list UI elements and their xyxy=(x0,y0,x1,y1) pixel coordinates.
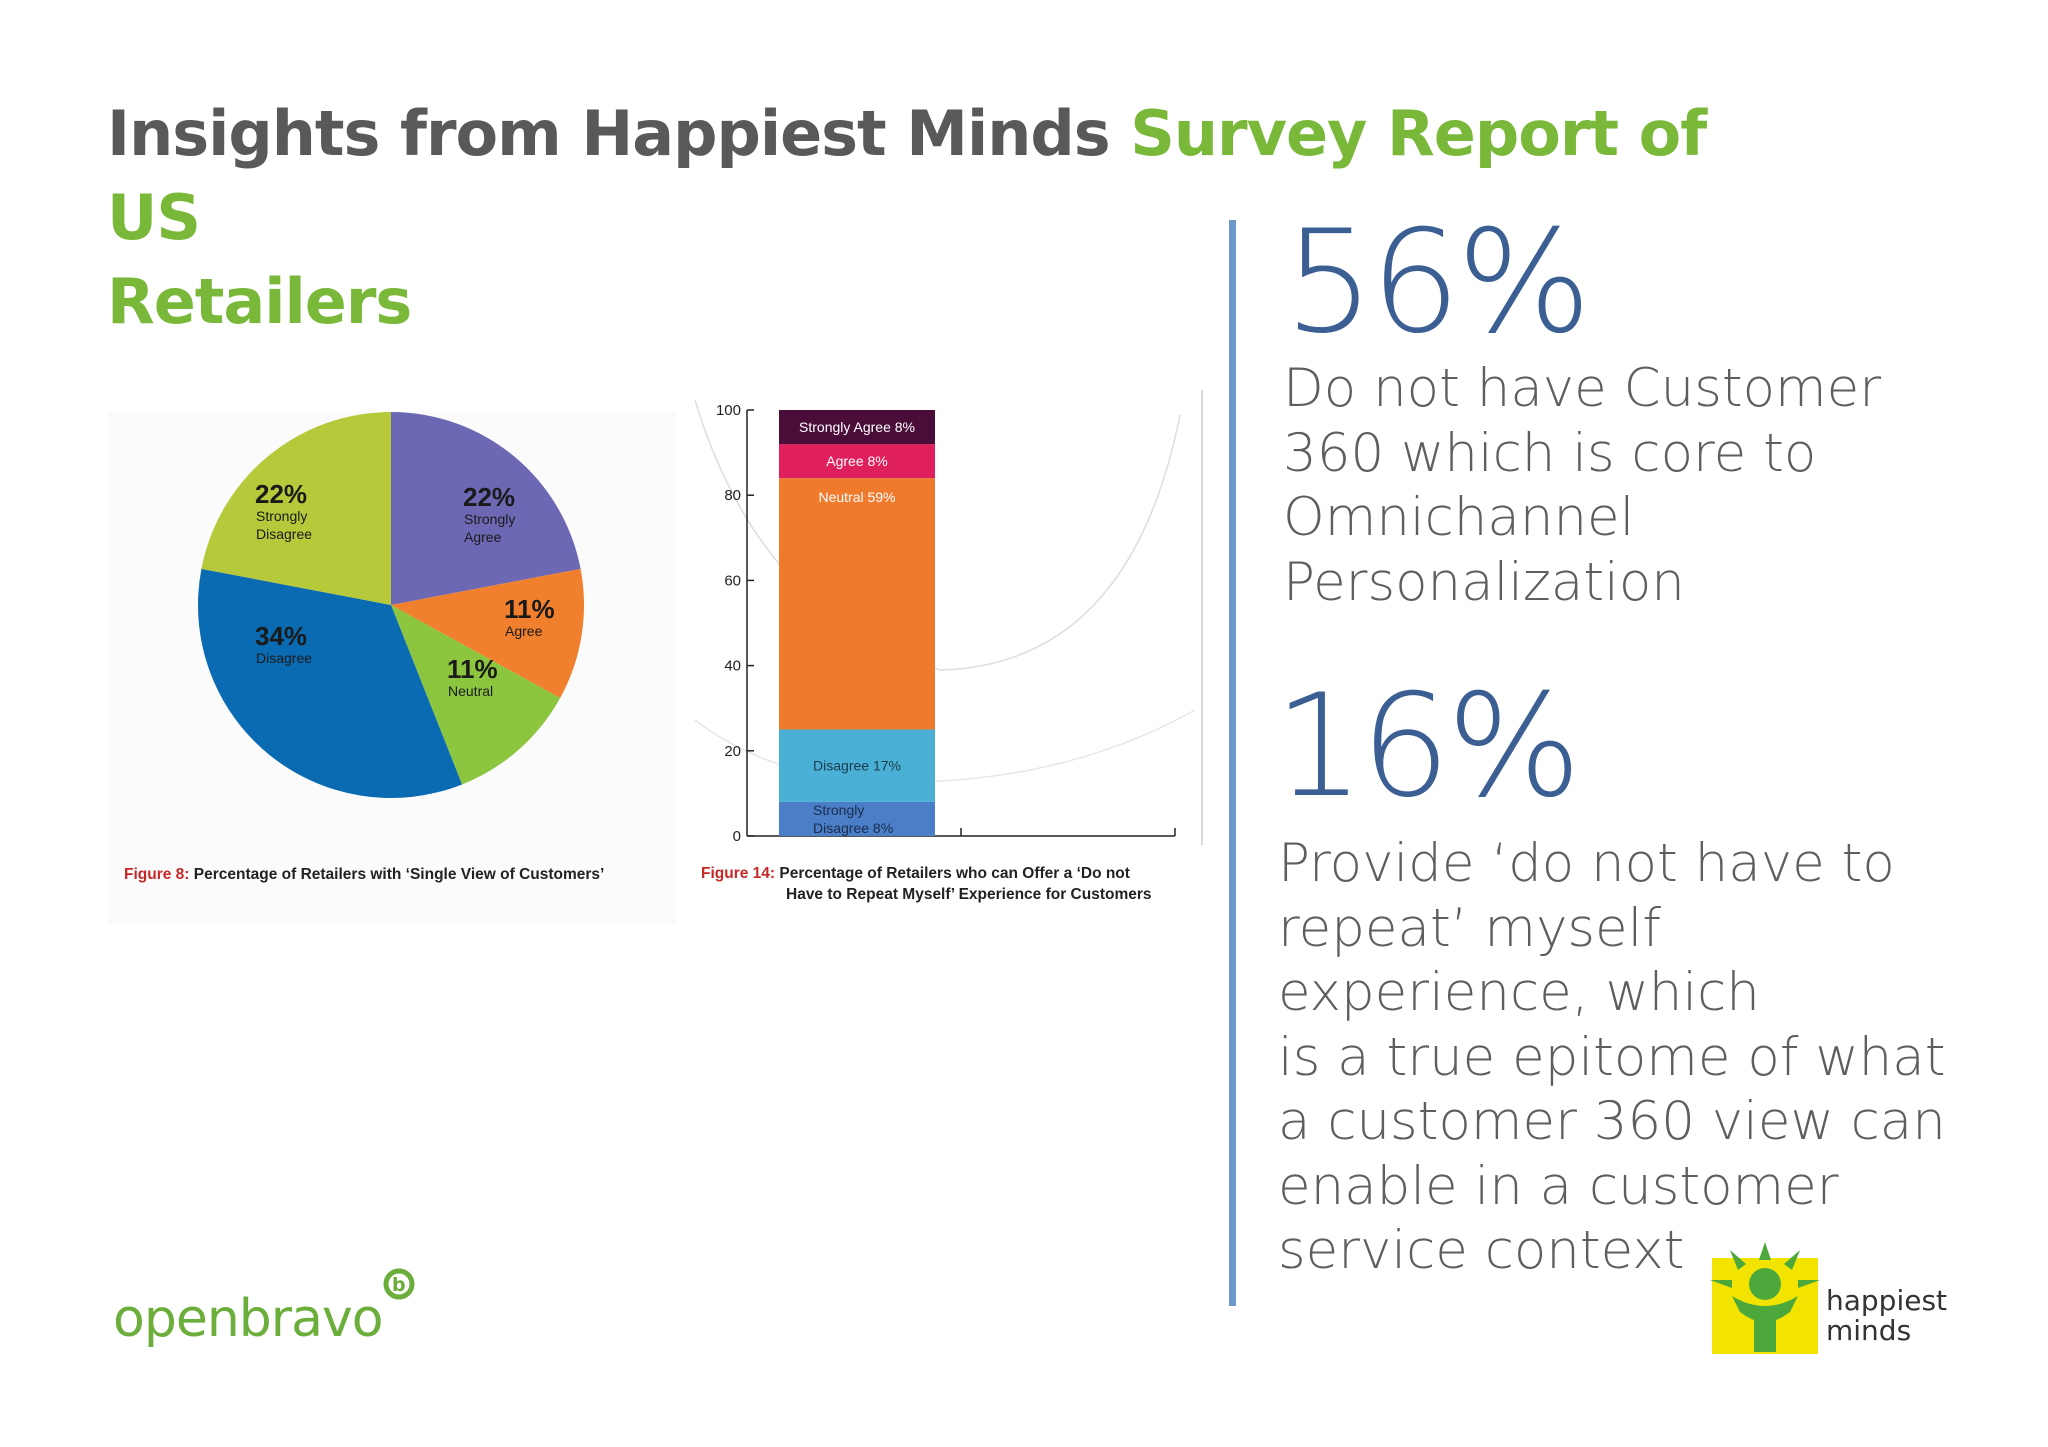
stat-2-line: Provide ‘do not have to xyxy=(1278,833,1895,894)
stat-1-line: Do not have Customer xyxy=(1283,358,1882,419)
bar-chart-panel: 0 20 40 60 80 100 Strongly Disagree 8% Disagree … xyxy=(690,385,1210,925)
pie-caption-text: Percentage of Retailers with ‘Single Vie… xyxy=(193,866,605,883)
title-part-green-2: Retailers xyxy=(107,265,412,338)
happiest-minds-wordmark-line-1: happiest xyxy=(1826,1284,1947,1317)
y-tick-label: 60 xyxy=(724,572,741,589)
bar-segment-label: Strongly Agree 8% xyxy=(799,419,915,435)
bar-segment-agree-8 xyxy=(779,444,935,479)
pie-category-label: Disagree xyxy=(256,526,312,542)
pie-caption: Figure 8: Percentage of Retailers with ‘… xyxy=(124,864,604,885)
vertical-divider xyxy=(1229,220,1236,1306)
openbravo-wordmark: openbravo xyxy=(113,1289,383,1349)
y-tick-label: 40 xyxy=(724,658,741,675)
svg-text:b: b xyxy=(392,1274,406,1296)
pie-category-label: Strongly xyxy=(464,511,515,527)
bar-caption-text-1: Percentage of Retailers who can Offer a … xyxy=(779,865,1130,882)
title-part-green: Survey Report of US xyxy=(107,97,1707,254)
pie-slice-strongly-agree xyxy=(391,412,581,605)
pie-slice-disagree xyxy=(198,568,463,798)
stat-1-line: Personalization xyxy=(1283,551,1685,613)
pie-slice-neutral xyxy=(391,605,561,785)
bar-segment-neutral-59 xyxy=(779,478,935,730)
pie-value-label: 11% xyxy=(504,594,555,624)
pie-value-label: 22% xyxy=(255,479,307,509)
stat-2-value: 16% xyxy=(1274,664,1582,829)
pie-category-label: Strongly xyxy=(256,508,307,524)
stat-2-line: a customer 360 view can xyxy=(1278,1091,1946,1152)
pie-chart-panel: 22% Strongly Agree 11% Agree 11% Neutral 34% Dis… xyxy=(108,412,676,924)
bar-caption-line-2: Have to Repeat Myself’ Experience for Cu… xyxy=(786,886,1152,903)
openbravo-mark-icon xyxy=(383,1268,415,1300)
stat-1-description: Do not have Customer 360 which is core t… xyxy=(1283,357,1881,615)
stat-1-value: 56% xyxy=(1284,200,1592,365)
bar-segment-label: Strongly xyxy=(813,802,864,818)
pie-category-label: Neutral xyxy=(448,683,493,699)
pie-value-label: 22% xyxy=(463,482,515,512)
openbravo-logo: openbravo b xyxy=(113,1268,415,1349)
background-arc xyxy=(694,709,1196,783)
y-tick-label: 0 xyxy=(733,828,741,845)
stat-2-line: repeat’ myself xyxy=(1278,897,1662,959)
stacked-bar-chart: 0 20 40 60 80 100 Strongly Disagree 8% Disagree … xyxy=(694,390,1203,915)
bar-segment-label: Agree 8% xyxy=(826,453,887,469)
bar-segment-strongly-agree-8 xyxy=(779,410,935,445)
pie-slice-agree xyxy=(391,568,584,698)
bar-segment-label: Disagree 8% xyxy=(813,820,893,836)
stat-1-line: Omnichannel xyxy=(1283,487,1635,548)
stat-2-line: enable in a customer xyxy=(1278,1155,1839,1217)
title-part-grey: Insights from Happiest Minds xyxy=(107,97,1131,170)
stat-2-line: experience, which xyxy=(1278,962,1760,1023)
stat-1-line: 360 which is core to xyxy=(1283,422,1817,484)
bar-segment-strongly-disagree-8 xyxy=(779,801,935,836)
y-tick-label: 20 xyxy=(724,743,741,760)
pie-slice-strongly-disagree xyxy=(201,412,391,605)
y-tick-label: 80 xyxy=(724,487,741,504)
pie-category-label: Agree xyxy=(464,529,502,545)
pie-value-label: 34% xyxy=(255,621,307,651)
happiest-minds-wordmark-line-2: minds xyxy=(1826,1314,1911,1347)
pie-chart: 22%StronglyAgree11%Agree11%Neutral34%Dis… xyxy=(198,412,584,798)
bar-caption-figure-number: Figure 14: xyxy=(701,865,776,882)
bar-segment-label: Disagree 17% xyxy=(813,758,901,774)
pie-category-label: Disagree xyxy=(256,650,312,666)
page-title: Insights from Happiest Minds Survey Repo… xyxy=(107,92,1747,344)
bar-segment-label: Neutral 59% xyxy=(818,489,895,505)
background-arc xyxy=(694,399,1181,671)
bar-caption-line-1: Figure 14: Percentage of Retailers who c… xyxy=(701,863,1130,884)
bar-segment-disagree-17 xyxy=(779,729,935,802)
happiest-minds-figure-icon xyxy=(1710,1242,1820,1352)
pie-category-label: Agree xyxy=(505,623,543,639)
pie-caption-figure-number: Figure 8: xyxy=(124,866,190,883)
stat-2-line: service context xyxy=(1278,1220,1685,1281)
stat-2-description: Provide ‘do not have to repeat’ myself e… xyxy=(1278,832,1946,1284)
happiest-minds-logo: happiest minds xyxy=(1710,1242,1947,1354)
pie-value-label: 11% xyxy=(447,654,498,684)
stat-2-line: is a true epitome of what xyxy=(1278,1026,1946,1088)
y-tick-label: 100 xyxy=(716,402,741,419)
